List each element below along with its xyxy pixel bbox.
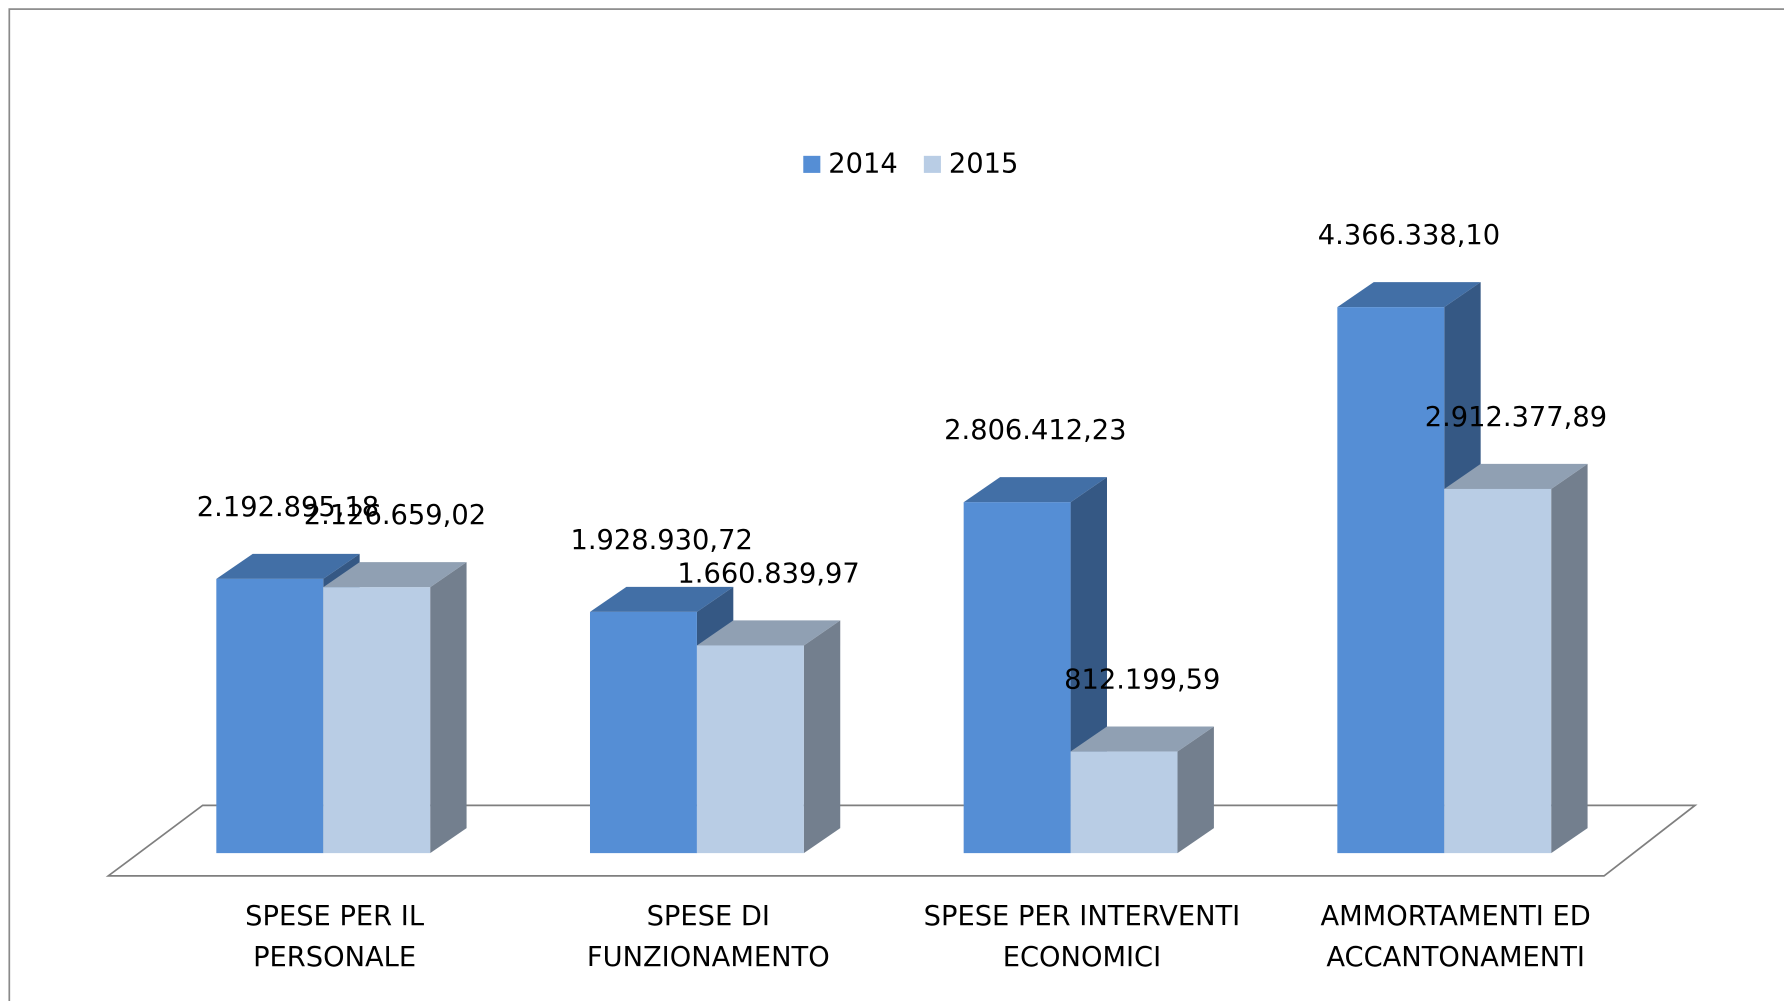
bar	[1444, 488, 1552, 854]
bar-top	[696, 620, 841, 646]
bar-top	[589, 586, 734, 612]
bar	[216, 578, 324, 854]
legend-swatch	[803, 155, 821, 173]
bar-top	[1337, 282, 1481, 308]
bar-side	[1177, 726, 1214, 854]
data-label: 4.366.338,10	[1318, 220, 1500, 251]
data-label: 1.660.839,97	[677, 558, 859, 589]
legend-label: 2015	[949, 148, 1018, 179]
x-tick-label: SPESE DI FUNZIONAMENTO	[587, 900, 830, 972]
bar	[589, 611, 697, 854]
data-label: 1.928.930,72	[570, 525, 752, 556]
legend-swatch	[923, 155, 941, 173]
x-tick-label: AMMORTAMENTI ED ACCANTONAMENTI	[1320, 900, 1590, 972]
legend-label: 2014	[828, 148, 897, 179]
x-tick-label: SPESE PER INTERVENTI ECONOMICI	[924, 900, 1241, 972]
bar	[1070, 751, 1178, 854]
data-label: 2.126.659,02	[304, 500, 486, 531]
bar-top	[216, 553, 360, 579]
bar-top	[323, 562, 467, 588]
bar	[1337, 307, 1445, 854]
bar	[696, 645, 804, 854]
bar-top	[1444, 463, 1588, 489]
bar	[323, 587, 431, 854]
bar-side	[803, 620, 841, 854]
bar-side	[430, 562, 467, 854]
bar-top	[1070, 726, 1214, 752]
bar-side	[1551, 463, 1588, 854]
bar	[963, 502, 1071, 854]
data-label: 2.806.412,23	[944, 415, 1126, 446]
data-label: 2.192.895,18	[197, 492, 379, 523]
data-label: 2.912.377,89	[1425, 402, 1607, 433]
bar-top	[963, 477, 1107, 503]
data-label: 812.199,59	[1064, 665, 1220, 696]
x-tick-label: SPESE PER IL PERSONALE	[245, 900, 425, 972]
